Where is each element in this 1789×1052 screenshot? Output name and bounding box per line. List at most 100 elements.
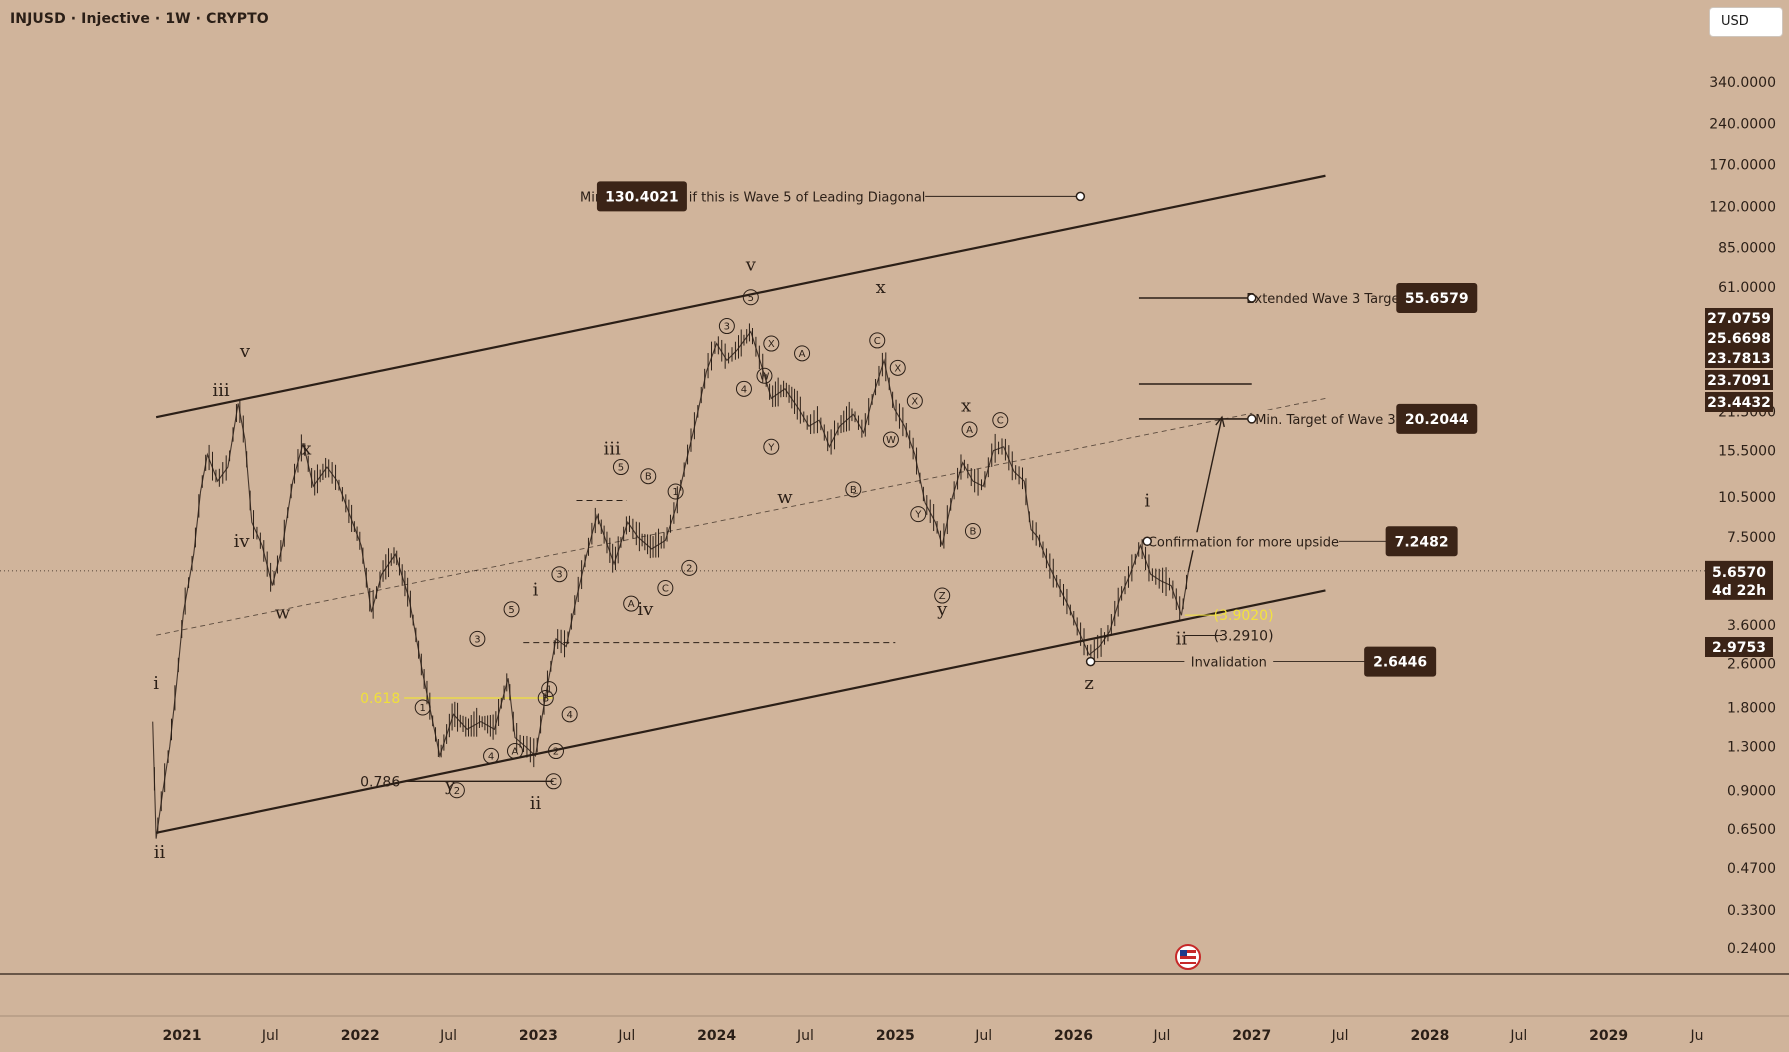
price-scale-badge xyxy=(1705,308,1773,328)
time-axis-tick: 2024 xyxy=(697,1028,736,1044)
annotation-price-box xyxy=(1364,646,1437,677)
annotation-price-box-label: 20.2044 xyxy=(1405,412,1469,428)
wave-circle-label: A xyxy=(628,599,635,610)
wave-label: x xyxy=(301,438,311,459)
wave-circle-label: B xyxy=(970,526,977,537)
wave-label: v xyxy=(745,255,757,276)
annotation-text-bg xyxy=(1184,652,1274,671)
wave-label: w xyxy=(275,602,291,623)
current-price-label: 5.6570 xyxy=(1712,565,1766,581)
wave-label: z xyxy=(1084,673,1093,694)
price-scale-badge xyxy=(1705,348,1773,368)
wave-circle xyxy=(882,431,899,448)
wave-label: ii xyxy=(1176,629,1188,650)
wave-circle-label: C xyxy=(662,584,669,595)
wave-circle xyxy=(718,318,735,335)
price-scale-badge xyxy=(1705,370,1773,390)
price-axis-tick: 120.0000 xyxy=(1709,199,1776,215)
currency-select-button[interactable]: USD xyxy=(1709,7,1783,37)
wave-circle xyxy=(483,747,500,764)
wave-circle xyxy=(623,595,640,612)
wave-circle xyxy=(961,421,978,438)
wave-circle xyxy=(541,681,558,698)
annotation-anchor-dot xyxy=(1085,656,1096,667)
wave-circle-label: 1 xyxy=(672,487,678,498)
wave-label: iv xyxy=(234,531,251,552)
wave-circle-label: 3 xyxy=(724,322,730,333)
annotation-text-bg xyxy=(1249,288,1402,307)
wave-circle xyxy=(934,587,951,604)
wave-label: w xyxy=(777,487,793,508)
price-axis-tick: 170.0000 xyxy=(1709,158,1776,174)
annotation-price-box-label: 55.6579 xyxy=(1405,291,1469,307)
annotation-price-box xyxy=(596,181,687,212)
price-axis-tick: 3.6000 xyxy=(1727,618,1776,634)
annotation-anchor-dot xyxy=(1142,536,1152,547)
price-scale-badge xyxy=(1705,392,1773,412)
us-flag-icon[interactable] xyxy=(1175,944,1201,970)
wave-circle xyxy=(537,689,554,706)
price-scale-badge-label: 23.4432 xyxy=(1707,395,1771,411)
wave-circle xyxy=(869,332,886,349)
lower-channel-line xyxy=(155,589,1326,834)
wave-circle-label: 2 xyxy=(553,747,559,758)
time-axis-tick: Jul xyxy=(261,1028,279,1044)
wave-label: v xyxy=(239,341,251,362)
wave-circle xyxy=(735,380,752,397)
price-axis-tick: 0.9000 xyxy=(1727,783,1776,799)
annotations: (3.9020)(3.2910)Minimum Target if this i… xyxy=(580,181,1478,677)
wave-label: iii xyxy=(603,438,621,459)
wave-circle xyxy=(612,459,629,476)
wave-circle-label: A xyxy=(512,747,519,758)
price-axis-tick: 61.0000 xyxy=(1718,280,1776,296)
wave-circle-label: 3 xyxy=(474,634,480,645)
wave-label: i xyxy=(533,580,539,601)
wave-circle xyxy=(964,522,981,539)
wave-circle-label: 4 xyxy=(488,751,494,762)
wave-circle xyxy=(763,335,780,352)
projection-level-label: (3.9020) xyxy=(1214,608,1274,624)
wave-label: iii xyxy=(212,380,230,401)
wave-circle xyxy=(547,743,564,760)
wave-circle-label: Y xyxy=(914,510,922,521)
wave-circle-label: 5 xyxy=(618,463,624,474)
annotation-text-bg xyxy=(1147,532,1340,551)
annotation-anchor-dot xyxy=(1246,293,1257,303)
time-axis-tick: Jul xyxy=(974,1028,992,1044)
wave-circle-label: C xyxy=(874,336,881,347)
wave-circle xyxy=(545,773,562,790)
mid-channel-line xyxy=(156,397,1326,636)
annotation-text-bg xyxy=(1252,409,1399,428)
wave-circle xyxy=(561,706,578,723)
wave-label: y xyxy=(444,774,456,795)
wave-circle xyxy=(503,601,520,618)
chart-title: INJUSD · Injective · 1W · CRYPTO xyxy=(10,11,269,27)
time-axis-tick: 2023 xyxy=(519,1028,558,1044)
wave-circle-label: 4 xyxy=(566,710,572,721)
wave-circle xyxy=(763,438,780,455)
price-axis-tick: 2.6000 xyxy=(1727,657,1776,673)
wave-label: ii xyxy=(154,842,166,863)
time-axis-tick: Jul xyxy=(1331,1028,1349,1044)
time-axis-tick: 2029 xyxy=(1589,1028,1628,1044)
wave-label: ii xyxy=(530,793,542,814)
wave-circle-label: W xyxy=(760,371,770,382)
annotation-anchor-dot xyxy=(1246,414,1257,424)
wave-circle-label: 3 xyxy=(556,570,562,581)
price-scale-badge xyxy=(1705,328,1773,348)
wave-circle xyxy=(657,580,674,597)
price-axis-tick: 0.4700 xyxy=(1727,861,1776,877)
wave-circle xyxy=(794,345,811,362)
annotation-text: Extended Wave 3 Target xyxy=(1246,292,1404,307)
wave-circle-label: 1 xyxy=(420,703,426,714)
annotation-price-box xyxy=(1396,282,1478,313)
wave-circle-label: 2 xyxy=(686,563,692,574)
fib-level-label: 0.618 xyxy=(360,691,400,707)
time-axis-tick: Ju xyxy=(1689,1028,1703,1044)
annotation-price-box-label: 7.2482 xyxy=(1395,534,1449,550)
wave-label: x xyxy=(876,277,886,298)
price-scale-badge-label: 23.7091 xyxy=(1707,373,1771,389)
wave-circle-label: 4 xyxy=(741,384,747,395)
price-axis-tick: 0.6500 xyxy=(1727,822,1776,838)
